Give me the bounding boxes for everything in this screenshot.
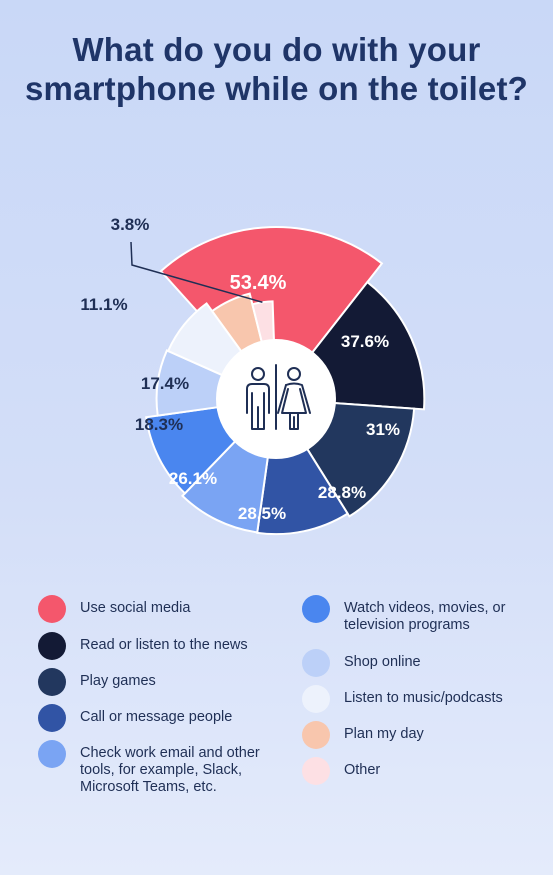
- legend-swatch: [38, 704, 66, 732]
- legend-item-6: Watch videos, movies, or television prog…: [302, 595, 532, 634]
- data-label-10: 3.8%: [111, 215, 150, 234]
- legend-label: Other: [344, 762, 381, 778]
- pie-chart: 53.4% 37.6% 31% 28.8% 28.5% 26.1% 18.3% 17.4% 11…: [80, 215, 426, 536]
- data-label-6: 26.1%: [169, 469, 217, 488]
- legend-item-5: Check work email and other tools, for ex…: [38, 740, 278, 796]
- legend-item-3: Play games: [38, 668, 278, 696]
- legend-label: Read or listen to the news: [80, 637, 248, 653]
- leader-lines: [130, 241, 263, 303]
- legend-label: Plan my day: [344, 726, 424, 742]
- legend-swatch: [302, 649, 330, 677]
- legend-item-8: Listen to music/podcasts: [302, 685, 532, 713]
- legend-swatch: [302, 595, 330, 623]
- legend-swatch: [38, 595, 66, 623]
- legend-item-9: Plan my day: [302, 721, 532, 749]
- legend-label: Shop online: [344, 654, 421, 670]
- legend-item-4: Call or message people: [38, 704, 278, 732]
- chart-title: What do you do with your smartphone whil…: [24, 31, 529, 107]
- legend-item-10: Other: [302, 757, 532, 785]
- legend-swatch: [38, 632, 66, 660]
- legend-label: Watch videos, movies, or television prog…: [344, 600, 506, 633]
- data-labels: 53.4% 37.6% 31% 28.8% 28.5% 26.1% 18.3% 17.4% 11…: [80, 215, 400, 523]
- data-label-8: 17.4%: [141, 374, 189, 393]
- legend-label: Play games: [80, 673, 156, 689]
- legend-swatch: [302, 685, 330, 713]
- leader-line-other: [130, 241, 263, 303]
- data-label-3: 31%: [366, 420, 400, 439]
- legend-swatch: [302, 757, 330, 785]
- data-label-2: 37.6%: [341, 332, 389, 351]
- legend-swatch: [38, 668, 66, 696]
- legend-item-7: Shop online: [302, 649, 532, 677]
- legend-label: Check work email and other tools, for ex…: [80, 745, 260, 795]
- legend-swatch: [302, 721, 330, 749]
- legend-item-2: Read or listen to the news: [38, 632, 278, 660]
- legend-label: Listen to music/podcasts: [344, 690, 503, 706]
- legend-swatch: [38, 740, 66, 768]
- data-label-4: 28.8%: [318, 483, 366, 502]
- restroom-icon: [246, 364, 311, 430]
- legend-item-1: Use social media: [38, 595, 278, 623]
- legend-label: Call or message people: [80, 709, 233, 725]
- data-label-1: 53.4%: [230, 272, 287, 294]
- legend-label: Use social media: [80, 600, 191, 616]
- data-label-5: 28.5%: [238, 504, 286, 523]
- data-label-7: 18.3%: [135, 415, 183, 434]
- data-label-9: 11.1%: [80, 295, 127, 314]
